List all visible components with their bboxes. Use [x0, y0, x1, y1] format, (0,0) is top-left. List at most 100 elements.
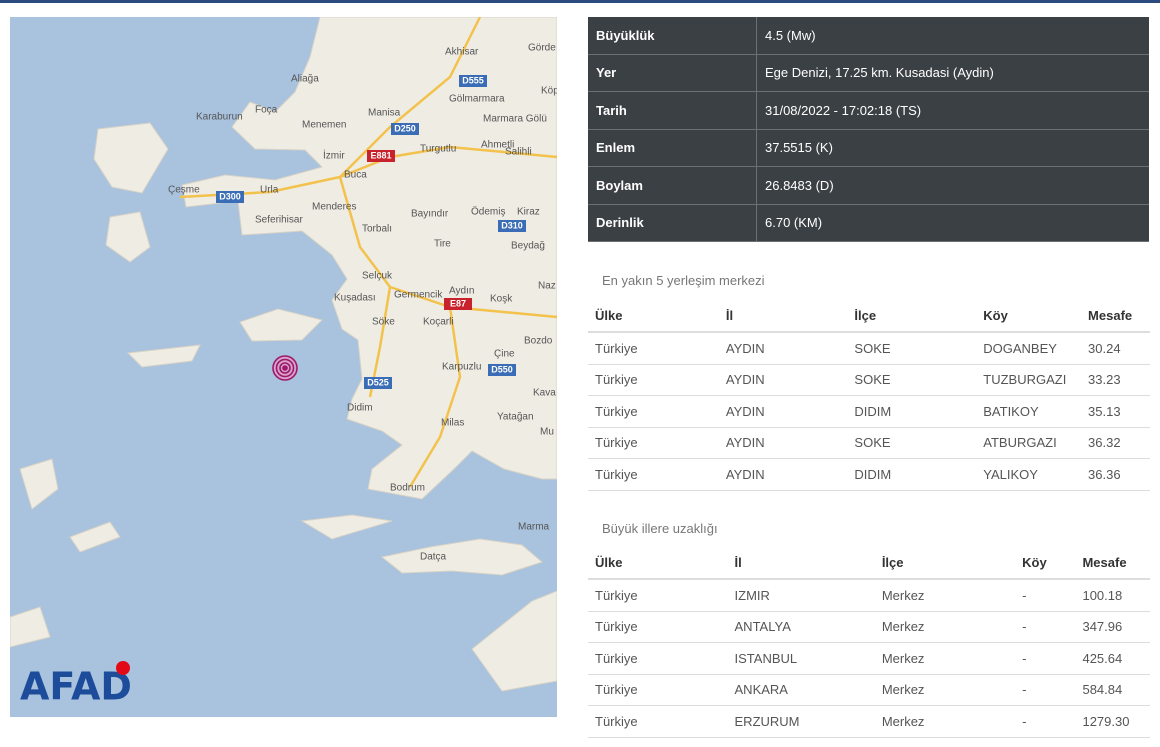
column-header: Ülke [588, 299, 719, 333]
road-label: D550 [491, 364, 513, 374]
road-label: D525 [367, 377, 389, 387]
cell: Türkiye [588, 427, 719, 459]
place-label: Gölmarmara [449, 94, 505, 105]
place-label: Kiraz [517, 207, 540, 218]
cell: Türkiye [588, 395, 719, 428]
place-label: Aydın [449, 286, 474, 297]
place-label: Manisa [368, 108, 401, 119]
info-table: Büyüklük 4.5 (Mw) Yer Ege Denizi, 17.25 km.… [588, 17, 1149, 242]
cell: - [1015, 611, 1076, 643]
place-label: Mu [540, 427, 554, 438]
cell: 425.64 [1075, 642, 1150, 675]
cell: Merkez [874, 642, 1016, 675]
place-label: Görde [528, 43, 556, 54]
map[interactable]: Akhisar Görde Aliağa D555 Manisa Gölmarmara Kö… [10, 17, 557, 717]
place-label: Aliağa [291, 74, 319, 85]
road-badge [367, 150, 395, 162]
road-label: E87 [450, 298, 466, 308]
column-header: Ülke [588, 546, 728, 580]
caption: Büyük illere uzaklığı [602, 521, 718, 536]
info-row: Enlem 37.5515 (K) [588, 129, 1149, 167]
road-label: D310 [501, 220, 523, 230]
column-header: İlçe [874, 546, 1016, 580]
road-badge [364, 377, 392, 389]
road-badge [391, 123, 419, 135]
cell: 33.23 [1081, 364, 1150, 396]
cities-table: Ülke İl İlçe Köy Mesafe Türkiye IZMIR Merkez -10… [588, 546, 1150, 738]
place-label: Karpuzlu [442, 362, 481, 373]
place-label: Koşk [490, 294, 513, 305]
place-label: Selçuk [362, 271, 393, 282]
place-label: Naz [538, 281, 556, 292]
place-label: Çine [494, 349, 515, 360]
place-label: Milas [441, 418, 464, 429]
info-row: Büyüklük 4.5 (Mw) [588, 17, 1149, 55]
road-badge [488, 364, 516, 376]
info-value: Ege Denizi, 17.25 km. Kusadasi (Aydin) [756, 54, 1149, 92]
cell: - [1015, 579, 1076, 612]
table-row: Türkiye ERZURUM Merkez -1279.30 [588, 705, 1150, 738]
place-label: Salihli [505, 147, 532, 158]
cell: - [1015, 642, 1076, 675]
top-bar [0, 0, 1160, 3]
place-label: Germencik [394, 290, 443, 301]
cell: AYDIN [718, 332, 848, 365]
road-label: D250 [394, 123, 416, 133]
place-label: Söke [372, 317, 395, 328]
info-label: Boylam [588, 166, 757, 205]
logo: AFAD [20, 665, 132, 709]
cell: Merkez [874, 579, 1016, 612]
place-label: Torbalı [362, 224, 392, 235]
cell: - [1015, 705, 1076, 738]
cell: 584.84 [1075, 674, 1150, 706]
column-header: İl [718, 299, 848, 333]
place-label: Bodrum [390, 483, 425, 494]
info-value: 37.5515 (K) [756, 129, 1149, 167]
place-label: Koçarli [423, 317, 454, 328]
cell: Türkiye [588, 642, 728, 675]
place-label: Çeşme [168, 185, 200, 196]
cell: 36.36 [1081, 458, 1150, 491]
cell: DOGANBEY [976, 332, 1082, 365]
table-row: Türkiye ANTALYA Merkez -347.96 [588, 611, 1150, 643]
cell: Merkez [874, 674, 1016, 706]
road-badge [444, 298, 472, 310]
table-row: Türkiye AYDIN SOKE DOGANBEY 30.24 [588, 332, 1150, 365]
info-label: Derinlik [588, 204, 757, 242]
cell: ANTALYA [727, 611, 875, 643]
table-row: Türkiye AYDIN DIDIM YALIKOY 36.36 [588, 458, 1150, 491]
table-row: Türkiye ISTANBUL Merkez -425.64 [588, 642, 1150, 675]
place-label: İzmir [323, 149, 345, 162]
cell: DIDIM [847, 458, 977, 491]
place-label: Köp [541, 86, 557, 97]
nearest-table: Ülke İl İlçe Köy Mesafe Türkiye AYDIN SOKE DOGAN… [588, 299, 1150, 491]
table-row: Türkiye AYDIN DIDIM BATIKOY 35.13 [588, 395, 1150, 428]
cell: AYDIN [718, 364, 848, 396]
place-label: Buca [344, 170, 367, 181]
info-label: Büyüklük [588, 17, 757, 55]
info-value: 6.70 (KM) [756, 204, 1149, 242]
cell: AYDIN [718, 395, 848, 428]
road-badge [498, 220, 526, 232]
cell: SOKE [847, 427, 977, 459]
epicenter [272, 355, 298, 381]
place-label: Ödemiş [471, 206, 505, 218]
place-label: Bozdo [524, 336, 553, 347]
info-label: Yer [588, 54, 757, 92]
cell: 347.96 [1075, 611, 1150, 643]
cell: 100.18 [1075, 579, 1150, 612]
table-row: Türkiye ANKARA Merkez -584.84 [588, 674, 1150, 706]
table-row: Türkiye AYDIN SOKE ATBURGAZI 36.32 [588, 427, 1150, 459]
place-label: Yatağan [497, 412, 534, 423]
road-label: D555 [462, 75, 484, 85]
column-header: Mesafe [1075, 546, 1150, 580]
place-label: Urla [260, 185, 279, 196]
cell: Türkiye [588, 332, 719, 365]
cell: 1279.30 [1075, 705, 1150, 738]
cell: YALIKOY [976, 458, 1082, 491]
column-header: İlçe [847, 299, 977, 333]
place-label: Menderes [312, 202, 356, 213]
header-row: Ülke İl İlçe Köy Mesafe [588, 546, 1150, 580]
cell: 36.32 [1081, 427, 1150, 459]
road-label: E881 [370, 150, 391, 160]
